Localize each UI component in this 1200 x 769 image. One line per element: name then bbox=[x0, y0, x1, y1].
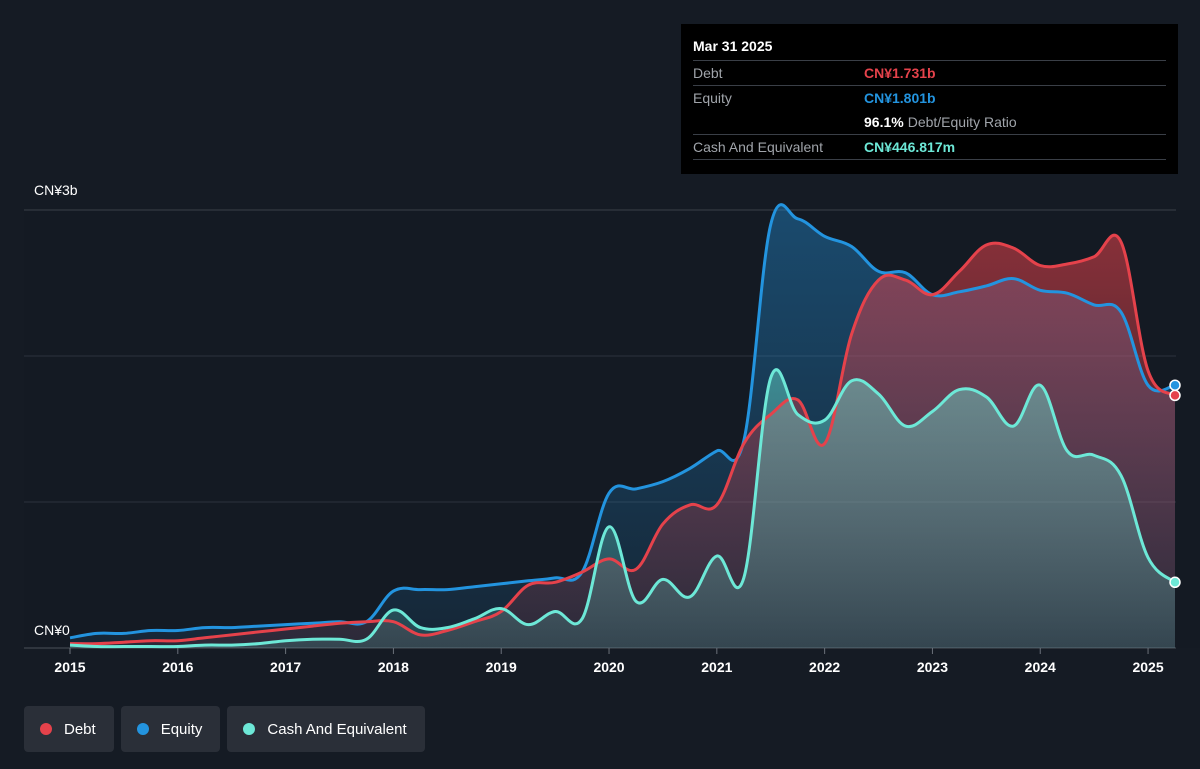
series-areas bbox=[70, 204, 1175, 649]
x-axis-ticks: 2015 2016 2017 2018 2019 2020 2021 2022 2023 2024… bbox=[54, 648, 1164, 675]
legend-item-debt[interactable]: Debt bbox=[24, 706, 114, 752]
series-lines bbox=[69, 203, 1177, 649]
tooltip-ratio-row: 96.1% Debt/Equity Ratio bbox=[693, 110, 1166, 134]
tooltip-ratio: 96.1% Debt/Equity Ratio bbox=[864, 110, 1017, 134]
x-tick-label-2024: 2024 bbox=[1025, 659, 1056, 675]
x-tick-label-2023: 2023 bbox=[917, 659, 948, 675]
tooltip-debt-label: Debt bbox=[693, 65, 723, 81]
tooltip-equity-row: Equity CN¥1.801b bbox=[693, 85, 1166, 110]
x-tick-label-2022: 2022 bbox=[809, 659, 840, 675]
legend-dot-debt bbox=[40, 723, 52, 735]
series-end-markers bbox=[1169, 379, 1181, 589]
y-axis-top-label: CN¥3b bbox=[34, 182, 78, 198]
chart-legend: Debt Equity Cash And Equivalent bbox=[24, 706, 425, 752]
end-marker-equity bbox=[1169, 379, 1181, 391]
x-tick-label-2018: 2018 bbox=[378, 659, 409, 675]
legend-label-equity: Equity bbox=[160, 720, 203, 738]
legend-dot-equity bbox=[136, 723, 149, 735]
legend-dot-cash bbox=[243, 723, 256, 735]
end-marker-cash bbox=[1169, 576, 1181, 589]
x-tick-label-2020: 2020 bbox=[593, 659, 624, 675]
line-equity bbox=[69, 203, 1176, 640]
end-marker-debt bbox=[1169, 389, 1181, 402]
x-tick-label-2019: 2019 bbox=[486, 659, 517, 675]
y-axis-bottom-label: CN¥0 bbox=[34, 622, 70, 638]
tooltip-panel: Mar 31 2025 Debt CN¥1.731b Equity CN¥1.8… bbox=[681, 24, 1178, 174]
tooltip-debt-row: Debt CN¥1.731b bbox=[693, 60, 1166, 85]
tooltip-cash-label: Cash And Equivalent bbox=[693, 139, 823, 155]
line-cash bbox=[69, 368, 1177, 649]
x-tick-label-2021: 2021 bbox=[701, 659, 732, 675]
tooltip-equity-label: Equity bbox=[693, 90, 732, 106]
legend-item-equity[interactable]: Equity bbox=[120, 706, 221, 752]
area-cash bbox=[70, 369, 1175, 648]
x-tick-label-2017: 2017 bbox=[270, 659, 301, 675]
legend-label-cash: Cash And Equivalent bbox=[267, 720, 407, 738]
tooltip-cash-value: CN¥446.817m bbox=[864, 139, 956, 155]
legend-item-cash[interactable]: Cash And Equivalent bbox=[227, 706, 425, 752]
x-tick-label-2016: 2016 bbox=[162, 659, 193, 675]
tooltip-ratio-value: 96.1% bbox=[864, 114, 904, 130]
x-tick-label-2025: 2025 bbox=[1132, 659, 1163, 675]
line-debt bbox=[69, 233, 1176, 646]
tooltip-date: Mar 31 2025 bbox=[693, 38, 773, 54]
tooltip-cash-row: Cash And Equivalent CN¥446.817m bbox=[693, 134, 1166, 160]
x-tick-label-2015: 2015 bbox=[54, 659, 85, 675]
tooltip-equity-value: CN¥1.801b bbox=[864, 90, 936, 106]
tooltip-debt-value: CN¥1.731b bbox=[864, 65, 936, 81]
tooltip-ratio-label: Debt/Equity Ratio bbox=[907, 114, 1017, 130]
legend-label-debt: Debt bbox=[64, 720, 96, 738]
